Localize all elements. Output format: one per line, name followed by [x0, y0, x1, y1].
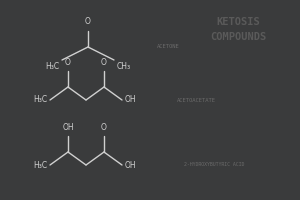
- Text: COMPOUNDS: COMPOUNDS: [210, 32, 266, 42]
- Text: H₃C: H₃C: [33, 160, 47, 170]
- Text: 2-HYDROXYBUTYRIC ACID: 2-HYDROXYBUTYRIC ACID: [184, 162, 244, 168]
- Text: O: O: [101, 123, 107, 132]
- Text: ACETONE: ACETONE: [157, 45, 179, 49]
- Text: O: O: [101, 58, 107, 67]
- Text: OH: OH: [125, 96, 136, 104]
- Text: O: O: [65, 58, 71, 67]
- Text: ACETOACETATE: ACETOACETATE: [176, 98, 215, 102]
- Text: OH: OH: [62, 123, 74, 132]
- Text: CH₃: CH₃: [117, 62, 131, 71]
- Text: OH: OH: [125, 160, 136, 170]
- Text: H₃C: H₃C: [33, 96, 47, 104]
- Text: H₃C: H₃C: [45, 62, 59, 71]
- Text: KETOSIS: KETOSIS: [216, 17, 260, 27]
- Text: O: O: [85, 17, 91, 26]
